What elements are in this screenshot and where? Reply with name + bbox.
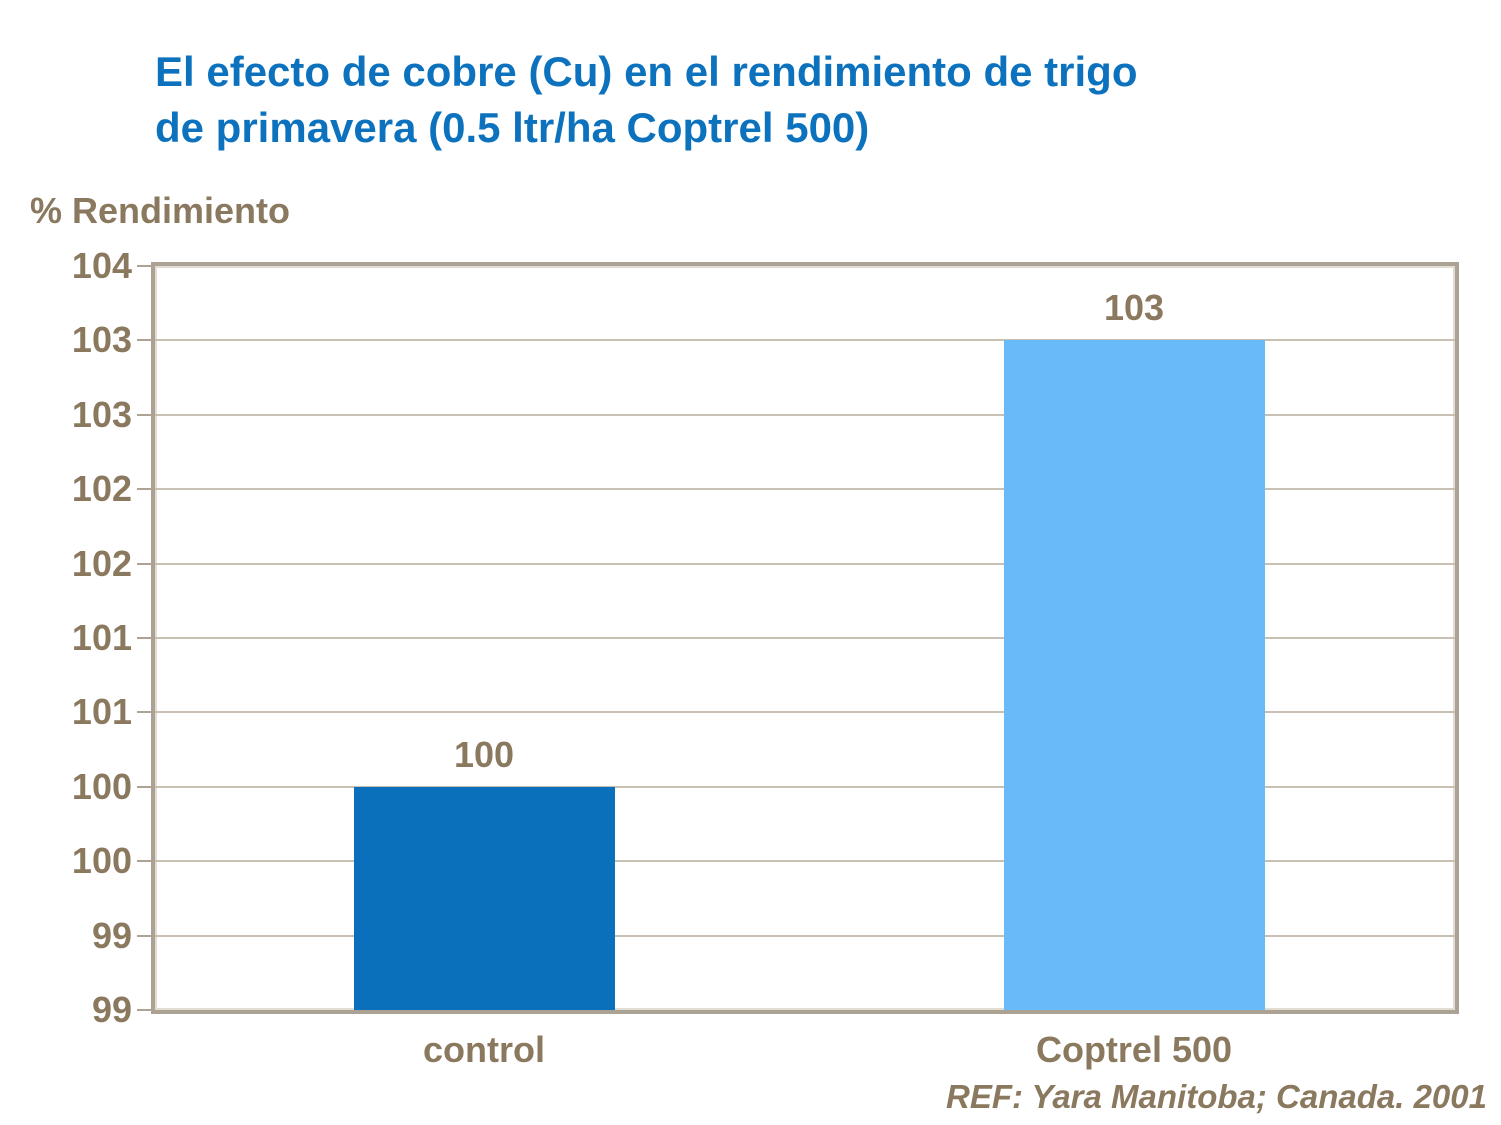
y-tick-label: 102	[71, 468, 132, 510]
y-tick-mark	[137, 265, 152, 267]
x-axis-label-coptrel-500: Coptrel 500	[1035, 1029, 1233, 1070]
chart-title-line1: El efecto de cobre (Cu) en el rendimient…	[155, 48, 1138, 95]
chart-title: El efecto de cobre (Cu) en el rendimient…	[155, 44, 1425, 156]
bar-coptrel-500	[1003, 340, 1265, 1010]
y-tick-mark	[137, 860, 152, 863]
y-tick-label: 103	[71, 319, 132, 361]
y-tick-mark	[137, 488, 152, 491]
y-tick-mark	[137, 785, 152, 788]
x-axis-label-control: control	[423, 1029, 545, 1070]
y-tick-label: 101	[71, 617, 132, 658]
y-tick-label: 99	[91, 989, 132, 1030]
bar-value-label: 103	[1103, 287, 1165, 329]
gridline	[155, 637, 1455, 639]
y-tick-mark	[137, 413, 152, 416]
y-tick-label: 100	[71, 840, 132, 882]
y-tick-label: 104	[71, 245, 132, 286]
bar-value-label: 100	[453, 733, 515, 775]
y-tick-mark	[137, 711, 152, 714]
gridline	[155, 413, 1455, 416]
y-axis-title: % Rendimiento	[30, 190, 291, 231]
gridline	[155, 488, 1455, 491]
y-tick-label: 103	[71, 393, 132, 435]
y-tick-mark	[137, 562, 152, 565]
y-tick-mark	[137, 339, 152, 342]
y-tick-label: 100	[71, 765, 132, 807]
y-tick-mark	[137, 934, 152, 937]
gridline	[155, 711, 1455, 714]
gridline	[155, 339, 1455, 342]
gridline	[155, 785, 1455, 788]
gridline	[155, 860, 1455, 863]
y-tick-label: 101	[71, 691, 132, 733]
y-tick-label: 99	[91, 914, 132, 956]
plot-area	[151, 262, 1459, 1014]
y-tick-mark	[137, 637, 152, 639]
gridline	[155, 562, 1455, 565]
gridline	[155, 934, 1455, 937]
bar-control	[353, 786, 615, 1010]
y-tick-label: 102	[71, 542, 132, 584]
y-tick-mark	[137, 1009, 152, 1011]
reference-annotation: REF: Yara Manitoba; Canada. 2001	[945, 1078, 1487, 1115]
chart-title-line2: de primavera (0.5 ltr/ha Coptrel 500)	[155, 104, 870, 151]
